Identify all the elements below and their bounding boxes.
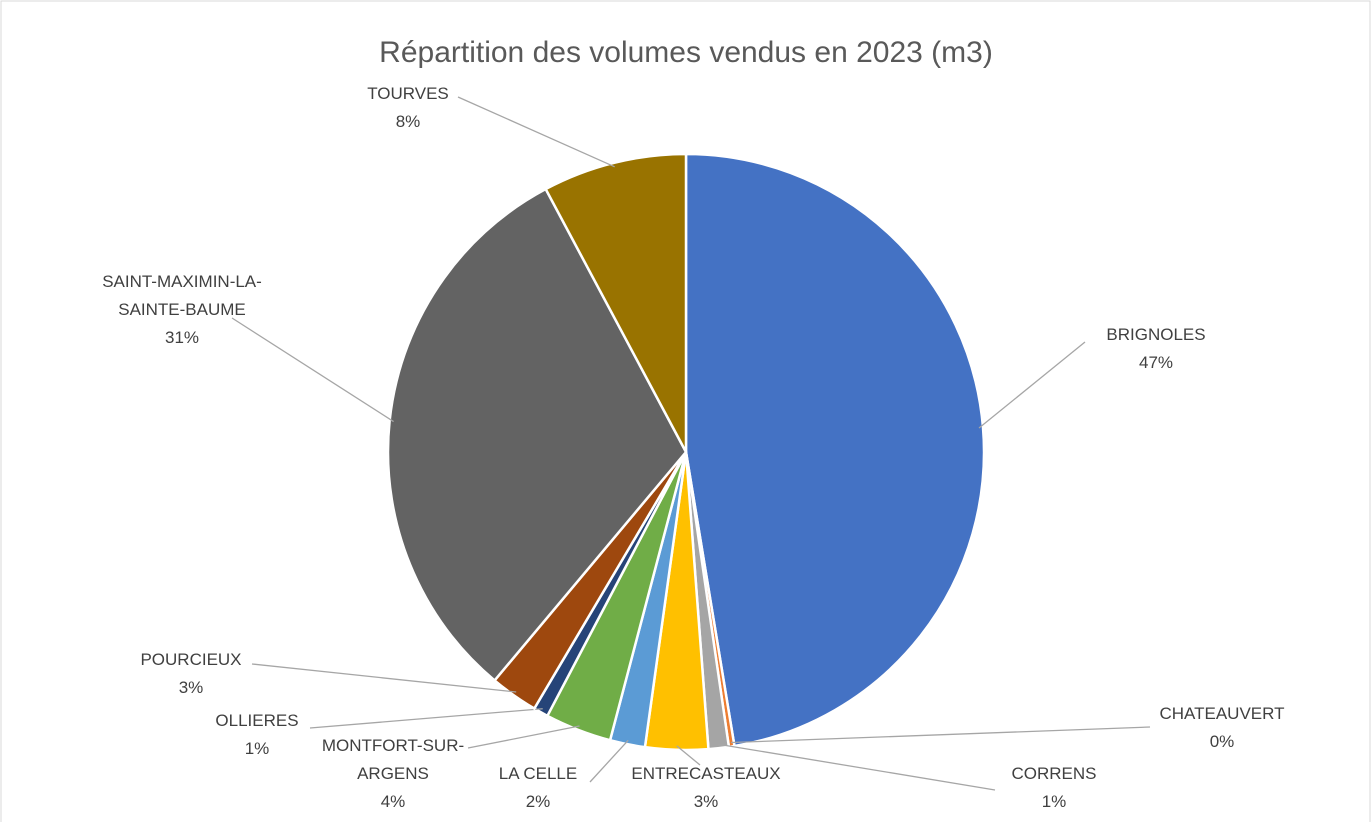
leader-line <box>731 726 1151 744</box>
leader-line <box>251 663 517 693</box>
value-label: 47% <box>1139 353 1173 372</box>
category-label: MONTFORT-SUR- ARGENS <box>322 736 464 783</box>
value-label: 3% <box>179 678 204 697</box>
label-line: SAINTE-BAUME <box>118 300 246 319</box>
leader-line <box>676 745 701 766</box>
label-line: LA CELLE <box>499 764 577 783</box>
value-label: 3% <box>694 792 719 811</box>
value-label: 31% <box>165 328 199 347</box>
category-label: TOURVES <box>367 84 449 103</box>
category-label: BRIGNOLES <box>1106 325 1205 344</box>
label-line: ARGENS <box>357 764 429 783</box>
pie-slice <box>684 152 986 748</box>
leader-line <box>467 725 580 749</box>
value-label: 4% <box>381 792 406 811</box>
label-line: BRIGNOLES <box>1106 325 1205 344</box>
category-label: ENTRECASTEAUX <box>631 764 780 783</box>
label-line: OLLIERES <box>215 711 298 730</box>
category-label: OLLIERES <box>215 711 298 730</box>
pie-slice <box>544 152 688 453</box>
leader-line <box>309 708 543 729</box>
category-label: CORRENS <box>1011 764 1096 783</box>
label-line: CHATEAUVERT <box>1159 704 1284 723</box>
value-label: 8% <box>396 112 421 131</box>
value-label: 0% <box>1210 732 1235 751</box>
label-line: ENTRECASTEAUX <box>631 764 780 783</box>
category-label: LA CELLE <box>499 764 577 783</box>
label-line: CORRENS <box>1011 764 1096 783</box>
value-label: 2% <box>526 792 551 811</box>
chart-title: Répartition des volumes vendus en 2023 (… <box>379 36 993 69</box>
leader-line <box>978 341 1086 429</box>
value-label: 1% <box>1042 792 1067 811</box>
leader-line <box>231 317 394 423</box>
label-line: SAINT-MAXIMIN-LA- <box>102 272 262 291</box>
leader-line <box>457 96 615 168</box>
category-label: SAINT-MAXIMIN-LA- SAINTE-BAUME <box>102 272 262 319</box>
category-label: CHATEAUVERT <box>1159 704 1284 723</box>
leader-line <box>718 743 996 791</box>
leader-line <box>589 739 629 783</box>
label-line: POURCIEUX <box>140 650 241 669</box>
label-line: MONTFORT-SUR- <box>322 736 464 755</box>
label-line: TOURVES <box>367 84 449 103</box>
pie-slice <box>386 187 688 683</box>
value-label: 1% <box>245 739 270 758</box>
category-label: POURCIEUX <box>140 650 241 669</box>
